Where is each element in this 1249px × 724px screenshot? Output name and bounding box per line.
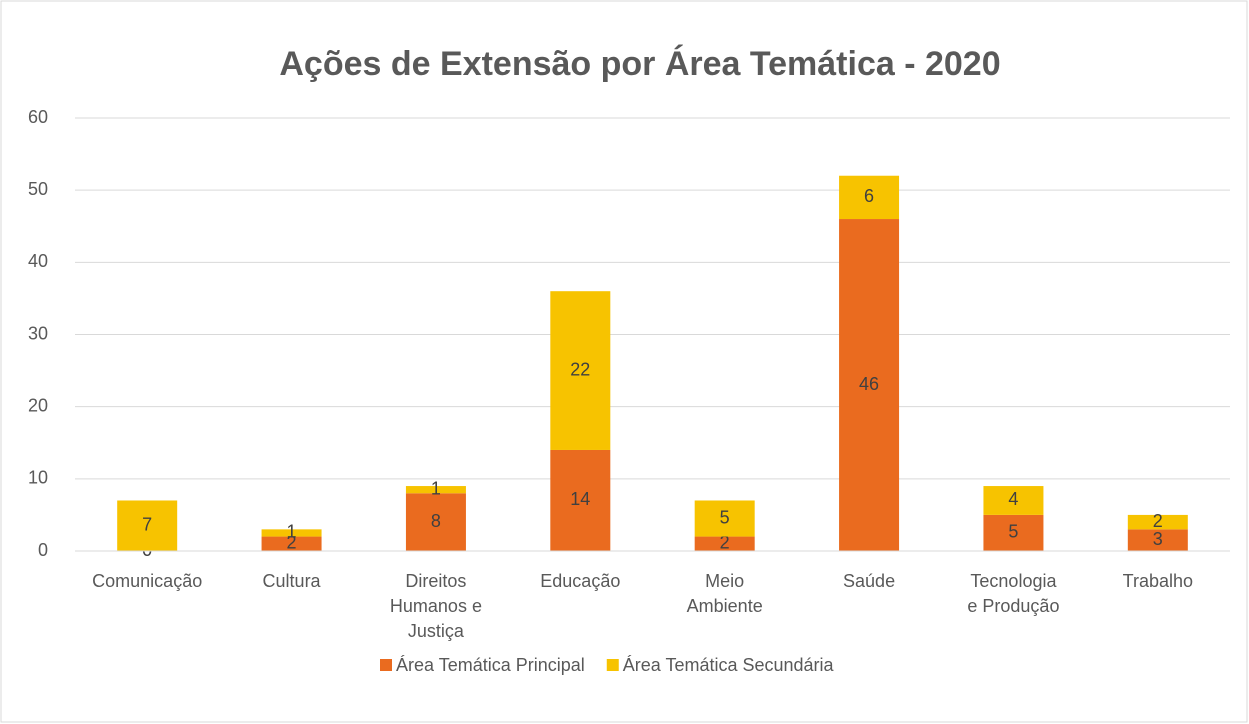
bar-segment <box>261 529 322 537</box>
data-label: 14 <box>570 489 590 509</box>
x-tick-label: Meio Ambiente <box>686 571 763 616</box>
data-label: 46 <box>859 374 879 394</box>
bar-segment <box>839 175 900 220</box>
bar-segment <box>1127 514 1188 530</box>
bar-segment <box>405 486 466 494</box>
legend-label: Área Temática Secundária <box>623 655 835 675</box>
legend-swatch <box>380 659 392 671</box>
x-tick-label: Comunicação <box>92 571 203 591</box>
bar-segment <box>983 486 1044 515</box>
y-tick-label: 10 <box>28 468 48 488</box>
data-label: 2 <box>1153 511 1163 531</box>
y-tick-label: 50 <box>28 179 48 199</box>
x-tick-label: Trabalho <box>1122 571 1193 591</box>
data-label: 5 <box>720 507 730 527</box>
data-label: 5 <box>1008 522 1018 542</box>
y-tick-label: 20 <box>28 395 48 415</box>
x-tick-label: Saúde <box>843 571 896 591</box>
bar-segment <box>261 536 322 551</box>
x-tick-label: Direitos Humanos e Justiça <box>389 571 482 641</box>
legend-label: Área Temática Principal <box>396 655 585 675</box>
data-label: 6 <box>864 186 874 206</box>
bar-segment <box>550 449 611 551</box>
data-label: 8 <box>431 511 441 531</box>
bar-segment <box>694 536 755 551</box>
x-tick-label: Educação <box>540 571 621 591</box>
data-label: 2 <box>287 533 297 553</box>
data-label: 2 <box>720 533 730 553</box>
x-tick-label: Cultura <box>262 571 321 591</box>
data-label: 7 <box>142 514 152 534</box>
chart-title: Ações de Extensão por Área Temática - 20… <box>279 45 1000 83</box>
bar-segment <box>839 219 900 552</box>
legend-swatch <box>606 659 619 671</box>
bar-segment <box>405 493 466 551</box>
data-label: 3 <box>1153 529 1163 549</box>
data-label: 22 <box>570 359 590 379</box>
data-label: 1 <box>431 478 441 498</box>
x-tick-label: Tecnologia e Produção <box>967 571 1060 616</box>
bar-segment <box>694 500 755 537</box>
bar-segment <box>1127 529 1188 551</box>
data-label: 4 <box>1008 489 1018 509</box>
y-tick-label: 30 <box>28 323 48 343</box>
bar-segment <box>117 500 178 551</box>
y-tick-label: 40 <box>28 251 48 271</box>
y-tick-label: 60 <box>28 107 48 127</box>
y-tick-label: 0 <box>38 540 48 560</box>
bar-segment <box>550 291 611 450</box>
bar-segment <box>983 514 1044 551</box>
data-label: 1 <box>287 522 297 542</box>
